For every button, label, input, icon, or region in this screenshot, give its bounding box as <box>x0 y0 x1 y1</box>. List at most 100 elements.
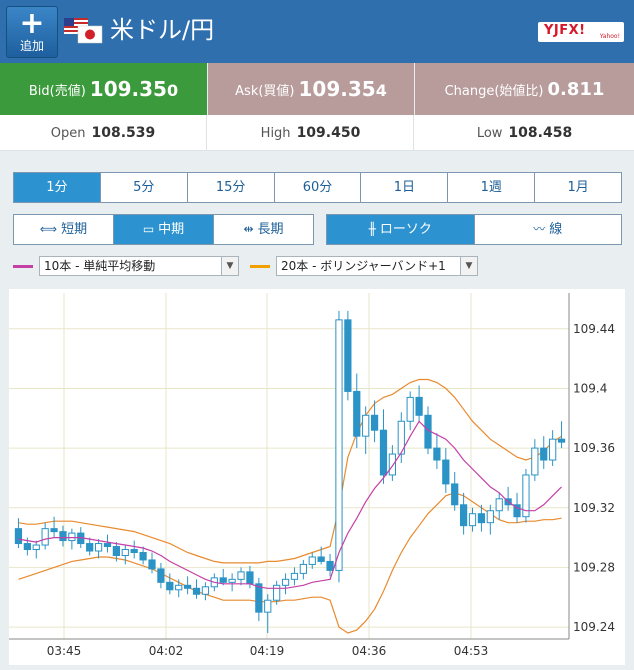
candle-body <box>344 319 352 392</box>
ask-quote: Ask(買値) 109.354 <box>208 63 414 115</box>
candle-body <box>139 552 147 561</box>
add-button-label: 追加 <box>19 39 44 53</box>
ask-label: Ask(買値) <box>235 83 295 99</box>
price-chart-svg[interactable]: 109.44 109.4 109.36 109.32 109.28 109.24 03:45… <box>9 289 625 665</box>
candle-body <box>112 546 121 556</box>
window-icon: ▭ <box>142 222 155 236</box>
candle-body <box>379 429 388 476</box>
tab-period-1week[interactable]: 1週 <box>448 173 536 202</box>
open-label: Open <box>50 125 86 141</box>
term-tabs: ⟺ 短期 ▭ 中期 ⇹ 長期 <box>13 214 314 245</box>
tab-period-1day[interactable]: 1日 <box>361 173 449 202</box>
add-button[interactable]: + 追加 <box>6 6 58 58</box>
period-tabs: 1分 5分 15分 60分 1日 1週 1月 <box>13 172 622 203</box>
candle-body <box>557 438 566 443</box>
bollinger-lower-line <box>18 492 562 634</box>
candle-body <box>317 556 325 562</box>
brand-logo-sub: Yahoo! <box>599 33 620 40</box>
plus-icon: + <box>19 6 45 41</box>
candle-body <box>540 447 548 461</box>
bid-value-main: 109.35 <box>89 77 167 101</box>
candle-body <box>228 578 236 583</box>
candle-body <box>86 543 94 552</box>
candle-body <box>451 483 459 506</box>
candle-body <box>68 532 76 542</box>
indicator-ma-select[interactable]: 10本 - 単純平均移動 <box>39 256 239 276</box>
candle-body <box>549 438 557 461</box>
candle-body <box>273 584 281 601</box>
tab-term-long[interactable]: ⇹ 長期 <box>214 215 313 244</box>
arrows-expand-icon: ⟺ <box>39 222 58 236</box>
candle-body <box>175 584 183 591</box>
tab-term-short[interactable]: ⟺ 短期 <box>14 215 114 244</box>
candle-body <box>166 581 174 591</box>
candle-body <box>281 578 290 586</box>
candle-body <box>522 474 530 518</box>
candle-body <box>59 531 67 542</box>
y-tick-label: 109.36 <box>573 441 615 455</box>
low-cell: Low 108.458 <box>415 115 634 151</box>
tab-period-1month[interactable]: 1月 <box>567 180 589 195</box>
candle-body <box>362 414 370 437</box>
y-tick-label: 109.32 <box>573 501 615 515</box>
open-value-main: 108.53 <box>91 125 146 141</box>
tab-term-mid[interactable]: ▭ 中期 <box>114 215 214 244</box>
candle-body <box>459 504 468 527</box>
y-tick-label: 109.24 <box>573 620 615 634</box>
low-value: 108.458 <box>508 125 573 141</box>
candle-body <box>397 420 405 455</box>
tab-period-1min[interactable]: 1分 <box>14 173 101 202</box>
candle-body <box>415 396 423 416</box>
candle-body <box>477 513 486 524</box>
tab-period-15min[interactable]: 15分 <box>188 173 275 202</box>
bid-value: 109.350 <box>90 77 178 101</box>
indicator-bollinger: 20本 - ボリンジャーバンド+1 ▼ <box>250 256 480 276</box>
candle-body <box>299 563 307 574</box>
tab-type-line-label: 線 <box>549 222 563 237</box>
chevron-down-icon[interactable]: ▼ <box>460 256 478 276</box>
candle-body <box>290 572 299 580</box>
candle-body <box>50 528 58 533</box>
candle-body <box>370 414 379 431</box>
x-tick-label: 03:45 <box>47 644 82 658</box>
chevron-down-icon[interactable]: ▼ <box>221 256 239 276</box>
low-label: Low <box>476 125 503 141</box>
candle-body <box>94 543 103 552</box>
tab-term-mid-label: 中期 <box>158 222 185 237</box>
candle-body <box>388 453 397 476</box>
us-jp-flag-icon <box>64 18 103 44</box>
ask-value-last: 4 <box>375 81 387 100</box>
high-value: 109.450 <box>296 125 361 141</box>
y-tick-label: 109.28 <box>573 560 615 574</box>
ask-value: 109.354 <box>299 77 387 101</box>
tab-period-5min[interactable]: 5分 <box>101 173 188 202</box>
tab-type-line[interactable]: 〰線 <box>475 215 622 244</box>
moving-average-line <box>18 420 562 589</box>
candle-body <box>513 504 521 518</box>
chart-type-tabs: ╫ ローソク 〰線 <box>326 214 622 245</box>
candle-body <box>183 584 192 589</box>
tab-period-60min[interactable]: 60分 <box>275 173 362 202</box>
tab-type-candle[interactable]: ╫ ローソク <box>327 215 475 244</box>
bid-quote: Bid(売値) 109.350 <box>0 63 207 115</box>
tab-type-candle-label: ローソク <box>379 222 432 237</box>
indicator-ma-swatch <box>13 265 33 268</box>
x-tick-label: 04:36 <box>352 644 387 658</box>
open-cell: Open 108.539 <box>0 115 207 151</box>
brand-logo-text: YJFX! <box>544 23 586 38</box>
candle-body <box>486 510 494 524</box>
indicator-bollinger-select[interactable]: 20本 - ボリンジャーバンド+1 <box>276 256 468 276</box>
indicator-ma: 10本 - 単純平均移動 ▼ <box>13 256 243 276</box>
ask-value-main: 109.35 <box>298 77 376 101</box>
price-chart[interactable]: 109.44 109.4 109.36 109.32 109.28 109.24 03:45… <box>9 289 625 665</box>
candle-body <box>219 577 227 583</box>
currency-pair-title: 米ドル/円 <box>110 16 215 44</box>
candle-body <box>130 549 138 554</box>
candlestick-icon: ╫ <box>368 222 376 236</box>
candle-body <box>121 549 129 556</box>
ohl-row: Open 108.539 High 109.450 Low 108.458 <box>0 115 634 151</box>
bid-label: Bid(売値) <box>28 83 86 99</box>
candle-body <box>255 583 263 613</box>
candle-body <box>308 556 316 565</box>
candle-body <box>157 568 165 583</box>
